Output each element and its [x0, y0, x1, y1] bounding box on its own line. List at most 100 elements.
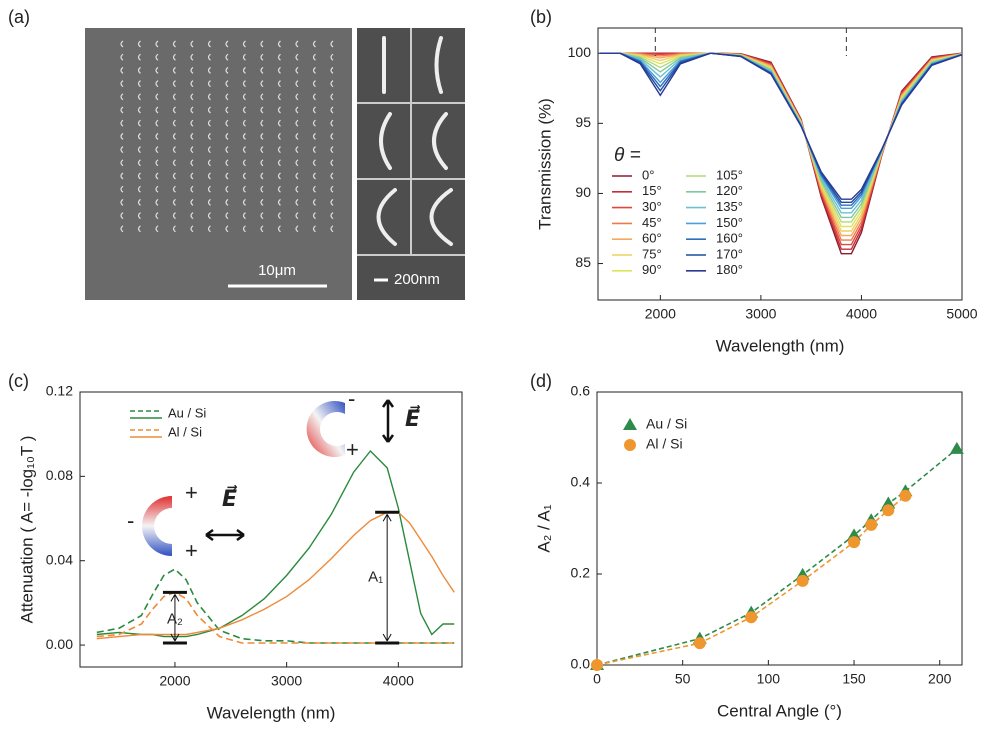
- nano-crescent: [277, 159, 281, 167]
- legend-label: 150°: [716, 215, 743, 230]
- nano-crescent: [137, 198, 141, 206]
- y-tick-label: 0.0: [571, 656, 591, 672]
- nano-crescent: [172, 40, 176, 48]
- charge-label: -: [348, 386, 355, 411]
- nano-crescent: [330, 146, 334, 154]
- nano-crescent: [120, 146, 124, 154]
- series-line-solid: [96, 511, 455, 640]
- nano-crescent: [295, 66, 299, 74]
- nano-crescent: [137, 66, 141, 74]
- nano-crescent: [242, 93, 246, 101]
- data-point: [796, 574, 809, 587]
- nano-crescent: [260, 172, 264, 180]
- nano-crescent: [295, 132, 299, 140]
- nano-crescent: [190, 132, 194, 140]
- nano-crescent: [120, 172, 124, 180]
- y-tick-label: 0.2: [571, 565, 591, 581]
- y-tick-label: 100: [568, 44, 592, 60]
- nano-crescent: [120, 119, 124, 127]
- field-label: E⃗: [222, 485, 238, 511]
- nano-crescent: [207, 185, 211, 193]
- nano-crescent: [295, 172, 299, 180]
- plot-area: [597, 448, 958, 665]
- nano-crescent: [155, 80, 159, 88]
- nano-crescent: [155, 66, 159, 74]
- nano-crescent: [120, 159, 124, 167]
- legend-label: 60°: [642, 231, 662, 246]
- inset-crescent: [376, 188, 397, 246]
- data-point: [949, 441, 964, 454]
- nano-crescent: [277, 225, 281, 233]
- nano-crescent: [242, 185, 246, 193]
- nano-crescent: [330, 80, 334, 88]
- nano-crescent: [207, 225, 211, 233]
- nano-crescent: [277, 132, 281, 140]
- y-axis-label: Attenuation ( A= -log₁₀T ): [17, 436, 36, 624]
- legend-label: 75°: [642, 246, 662, 261]
- nano-crescent: [260, 40, 264, 48]
- nano-crescent: [190, 93, 194, 101]
- nano-crescent: [295, 198, 299, 206]
- nano-crescent: [277, 146, 281, 154]
- x-tick-label: 4000: [846, 306, 877, 322]
- nano-crescent: [295, 106, 299, 114]
- nano-crescent: [242, 212, 246, 220]
- charge-label: +: [185, 480, 198, 505]
- series-line-dashed: [96, 568, 455, 644]
- nano-crescent: [260, 80, 264, 88]
- crescent-icon: [306, 401, 345, 457]
- nano-crescent: [207, 80, 211, 88]
- nano-crescent: [260, 93, 264, 101]
- nano-crescent: [120, 132, 124, 140]
- legend-label: Al / Si: [646, 436, 683, 452]
- legend-label: 30°: [642, 199, 662, 214]
- nano-crescent: [277, 212, 281, 220]
- nano-crescent: [242, 146, 246, 154]
- x-tick-label: 3000: [745, 306, 776, 322]
- x-axis-label: Wavelength (nm): [207, 703, 336, 722]
- nano-crescent: [312, 146, 316, 154]
- nano-crescent: [225, 119, 229, 127]
- nano-crescent: [172, 66, 176, 74]
- nano-crescent: [155, 106, 159, 114]
- bracket-label: A₁: [368, 569, 383, 586]
- bracket-label: A₂: [167, 611, 183, 628]
- x-axis-label: Central Angle (°): [717, 701, 842, 720]
- field-label: E⃗: [405, 405, 421, 431]
- nano-crescent: [312, 159, 316, 167]
- nano-crescent: [242, 225, 246, 233]
- nano-crescent: [120, 93, 124, 101]
- nano-crescent: [137, 146, 141, 154]
- nano-crescent: [172, 185, 176, 193]
- nano-crescent: [155, 132, 159, 140]
- scale-bar-label: 10μm: [258, 262, 296, 279]
- nano-crescent: [225, 185, 229, 193]
- legend-title: θ =: [614, 145, 641, 166]
- nano-crescent: [120, 53, 124, 61]
- nano-crescent: [207, 119, 211, 127]
- x-tick-label: 5000: [946, 306, 977, 322]
- nano-crescent: [242, 132, 246, 140]
- x-tick-label: 3000: [271, 673, 302, 689]
- nano-crescent: [155, 53, 159, 61]
- nano-crescent: [277, 185, 281, 193]
- nano-crescent: [155, 212, 159, 220]
- bracket-arrow: [170, 594, 180, 642]
- nano-crescent: [225, 212, 229, 220]
- nano-crescent: [190, 53, 194, 61]
- nano-crescent: [295, 40, 299, 48]
- legend-marker: [624, 439, 636, 451]
- nano-crescent: [137, 212, 141, 220]
- legend-label: 170°: [716, 246, 743, 261]
- y-tick-label: 0.12: [46, 383, 73, 399]
- nano-crescent: [330, 132, 334, 140]
- nano-crescent: [120, 185, 124, 193]
- legend-label: 135°: [716, 199, 743, 214]
- fit-line: [597, 495, 907, 665]
- legend-label: 45°: [642, 215, 662, 230]
- nano-crescent: [155, 119, 159, 127]
- nano-crescent: [242, 53, 246, 61]
- nano-crescent: [277, 119, 281, 127]
